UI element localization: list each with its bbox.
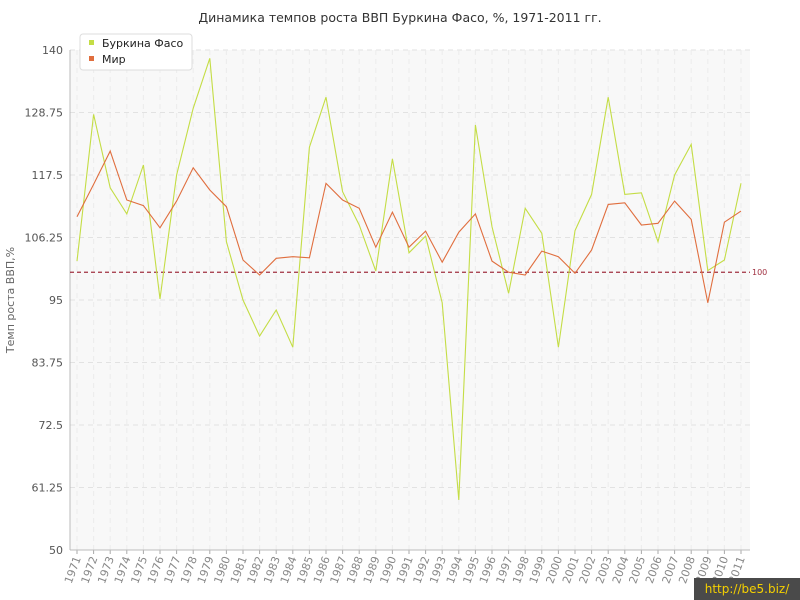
- grid-lines: [70, 49, 750, 551]
- y-tick-label: 95: [49, 294, 63, 307]
- y-tick-label: 50: [49, 544, 63, 557]
- y-tick-label: 72.5: [39, 419, 64, 432]
- y-tick-label: 128.75: [25, 107, 64, 120]
- y-axis-label: Темп роста ВВП,%: [4, 247, 17, 354]
- y-axis-ticks: 140 128.75 117.5 106.25 95 83.75 72.5 61.25 50: [25, 44, 64, 557]
- y-tick-label: 83.75: [32, 357, 64, 370]
- reference-line: 100: [70, 268, 767, 277]
- y-tick-label: 61.25: [32, 482, 64, 495]
- series-line-burkina-faso: [76, 58, 742, 501]
- legend-swatch-world: [89, 56, 94, 61]
- reference-line-label: 100: [752, 268, 767, 277]
- legend-label-world[interactable]: Мир: [102, 53, 126, 66]
- legend-box: [79, 33, 193, 71]
- y-tick-label: 106.25: [25, 232, 64, 245]
- legend: Буркина Фасо Мир: [79, 33, 193, 71]
- y-tick-label: 117.5: [32, 169, 64, 182]
- plot-background: [70, 50, 750, 550]
- watermark: http://be5.biz/: [694, 578, 800, 600]
- chart-title: Динамика темпов роста ВВП Буркина Фасо, …: [198, 10, 601, 25]
- series-lines: [76, 58, 742, 501]
- x-axis-ticks: 1971197219731974197519761977197819791980…: [62, 550, 748, 585]
- legend-label-burkina-faso[interactable]: Буркина Фасо: [102, 37, 184, 50]
- legend-swatch-burkina-faso: [89, 40, 94, 45]
- y-tick-label: 140: [42, 44, 63, 57]
- series-line-world: [76, 149, 742, 303]
